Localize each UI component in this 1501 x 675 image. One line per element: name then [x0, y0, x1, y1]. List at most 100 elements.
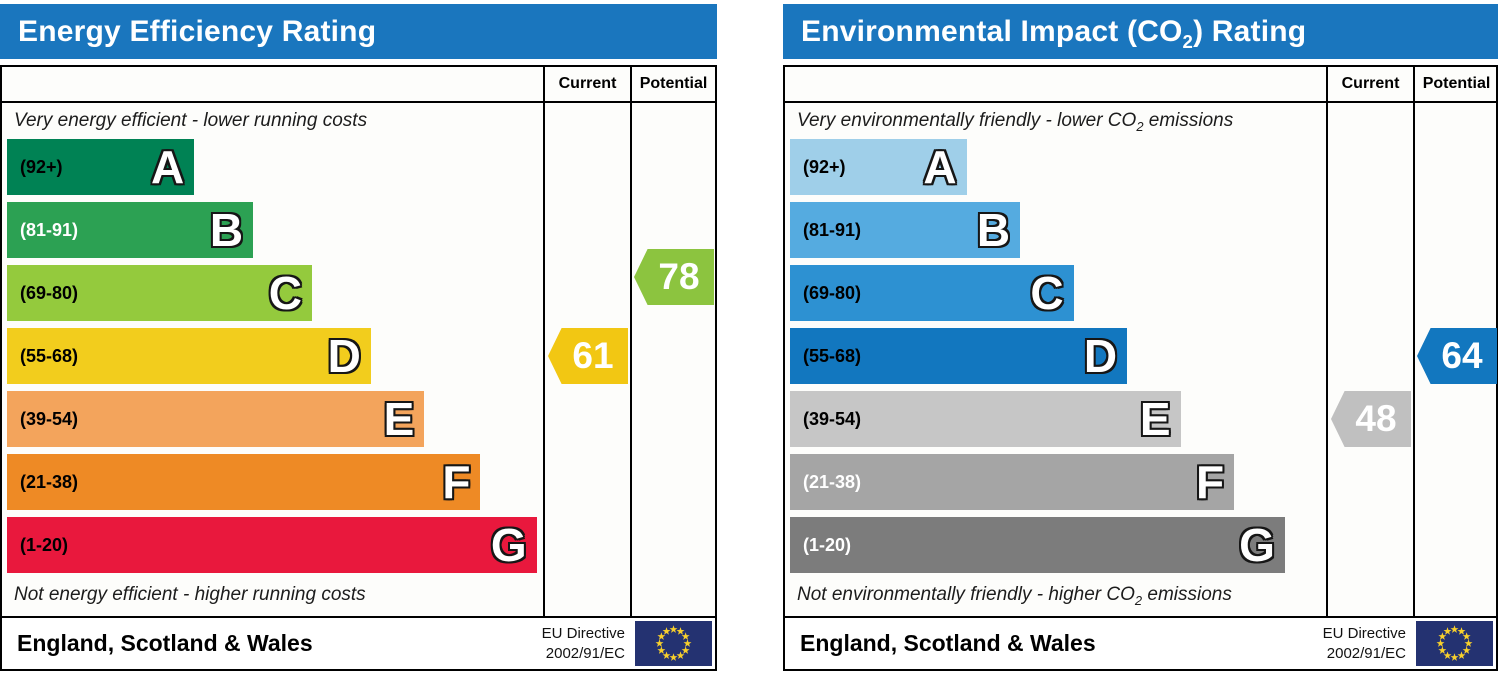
potential-column-header: Potential — [1422, 75, 1491, 92]
note-bottom-text: Not environmentally friendly - higher CO — [797, 584, 1135, 605]
eu-directive-line2: 2002/91/EC — [545, 644, 625, 662]
band-range-e: (39-54) — [20, 408, 79, 429]
eu-directive-line2: 2002/91/EC — [1326, 644, 1406, 662]
band-letter-g: G — [490, 519, 527, 571]
band-range-d: (55-68) — [20, 345, 79, 366]
co2-title: Environmental Impact (CO2) Rating — [801, 15, 1307, 52]
current-column-divider — [1326, 67, 1328, 616]
potential-rating-arrow: 78 — [634, 249, 714, 305]
current-rating-arrow: 61 — [548, 328, 628, 384]
band-bar-a: (92+) A — [790, 139, 967, 195]
band-row-f: (21-38) F — [7, 454, 542, 510]
band-letter-a: A — [923, 141, 957, 193]
band-row-b: (81-91) B — [790, 202, 1325, 258]
note-top: Very environmentally friendly - lower CO… — [785, 103, 1496, 139]
current-column-divider — [543, 67, 545, 616]
band-bar-b: (81-91) B — [7, 202, 254, 258]
note-bottom: Not energy efficient - higher running co… — [2, 573, 715, 618]
band-letter-e: E — [1139, 393, 1171, 445]
note-top-subscript: 2 — [1136, 118, 1144, 134]
energy-efficiency-chart: Energy Efficiency Rating Current Potenti… — [0, 4, 717, 671]
eu-directive-label: EU Directive 2002/91/EC — [1323, 624, 1406, 663]
title-text-post: ) Rating — [1193, 15, 1307, 48]
potential-column-header: Potential — [639, 75, 708, 92]
band-range-b: (81-91) — [803, 219, 862, 240]
column-header-row: Current Potential — [2, 67, 715, 103]
band-bar-e: (39-54) E — [7, 391, 425, 447]
band-bar-c: (69-80) C — [7, 265, 312, 321]
note-top-text: Very energy efficient - lower running co… — [14, 110, 368, 131]
note-bottom-text-post: emissions — [1142, 584, 1232, 605]
eu-directive-line1: EU Directive — [1322, 625, 1406, 642]
energy-title-bar: Energy Efficiency Rating — [0, 4, 717, 59]
band-range-a: (92+) — [803, 156, 846, 177]
band-bar-d: (55-68) D — [790, 328, 1128, 384]
band-row-g: (1-20) G — [790, 517, 1325, 573]
note-bottom-subscript: 2 — [1134, 592, 1143, 608]
note-top-text-post: emissions — [1143, 110, 1234, 131]
energy-footer: England, Scotland & Wales EU Directive 2… — [0, 616, 717, 671]
current-rating-arrow: 48 — [1331, 391, 1411, 447]
potential-rating-value: 64 — [1441, 335, 1483, 376]
band-row-c: (69-80) C — [790, 265, 1325, 321]
potential-column-divider — [1413, 67, 1415, 616]
band-bar-e: (39-54) E — [790, 391, 1181, 447]
band-range-c: (69-80) — [803, 282, 862, 303]
band-letter-f: F — [442, 456, 471, 508]
potential-rating-arrow: 64 — [1417, 328, 1497, 384]
band-letter-g: G — [1239, 519, 1275, 571]
band-bar-c: (69-80) C — [790, 265, 1074, 321]
band-letter-e: E — [383, 393, 415, 445]
band-letter-d: D — [327, 330, 361, 382]
eu-flag-icon — [635, 621, 712, 666]
band-letter-a: A — [151, 141, 185, 193]
column-header-row: Current Potential — [785, 67, 1496, 103]
band-bar-d: (55-68) D — [7, 328, 371, 384]
band-bar-g: (1-20) G — [790, 517, 1285, 573]
potential-rating-value: 78 — [658, 256, 700, 297]
eu-directive-line1: EU Directive — [541, 625, 625, 642]
band-bar-g: (1-20) G — [7, 517, 537, 573]
band-letter-b: B — [976, 204, 1011, 256]
band-bar-b: (81-91) B — [790, 202, 1021, 258]
band-row-f: (21-38) F — [790, 454, 1325, 510]
band-letter-b: B — [209, 204, 244, 256]
title-text: Environmental Impact (CO — [801, 15, 1183, 48]
rating-bands: (92+) A (81-91) B (69-80) C (55-68) D (39-54… — [2, 139, 542, 573]
eu-directive-label: EU Directive 2002/91/EC — [542, 624, 625, 663]
band-range-e: (39-54) — [803, 408, 862, 429]
band-bar-f: (21-38) F — [7, 454, 481, 510]
energy-title: Energy Efficiency Rating — [18, 15, 376, 48]
current-rating-value: 61 — [572, 335, 614, 376]
note-top-text: Very environmentally friendly - lower CO — [797, 110, 1137, 131]
band-row-d: (55-68) D — [7, 328, 542, 384]
current-column-header: Current — [558, 75, 617, 92]
band-range-a: (92+) — [20, 156, 63, 177]
band-row-g: (1-20) G — [7, 517, 542, 573]
band-row-d: (55-68) D — [790, 328, 1325, 384]
band-row-b: (81-91) B — [7, 202, 542, 258]
potential-column-divider — [630, 67, 632, 616]
co2-chart-body: Current Potential Very environmentally f… — [783, 65, 1498, 618]
band-letter-f: F — [1195, 456, 1225, 508]
band-letter-c: C — [1030, 267, 1064, 319]
title-subscript: 2 — [1182, 31, 1194, 52]
co2-footer: England, Scotland & Wales EU Directive 2… — [783, 616, 1498, 671]
band-row-a: (92+) A — [790, 139, 1325, 195]
environmental-impact-chart: Environmental Impact (CO2) Rating Curren… — [783, 4, 1498, 671]
energy-chart-body: Current Potential Very energy efficient … — [0, 65, 717, 618]
current-rating-value: 48 — [1355, 398, 1397, 439]
note-bottom-text: Not energy efficient - higher running co… — [14, 584, 366, 605]
note-top: Very energy efficient - lower running co… — [2, 103, 715, 139]
band-range-g: (1-20) — [20, 534, 69, 555]
band-range-f: (21-38) — [803, 471, 862, 492]
band-range-b: (81-91) — [20, 219, 79, 240]
band-range-c: (69-80) — [20, 282, 79, 303]
region-label: England, Scotland & Wales — [17, 630, 313, 656]
co2-title-bar: Environmental Impact (CO2) Rating — [783, 4, 1498, 59]
eu-flag-icon — [1416, 621, 1493, 666]
note-bottom: Not environmentally friendly - higher CO… — [785, 573, 1496, 618]
band-row-c: (69-80) C — [7, 265, 542, 321]
current-column-header: Current — [1341, 75, 1400, 92]
